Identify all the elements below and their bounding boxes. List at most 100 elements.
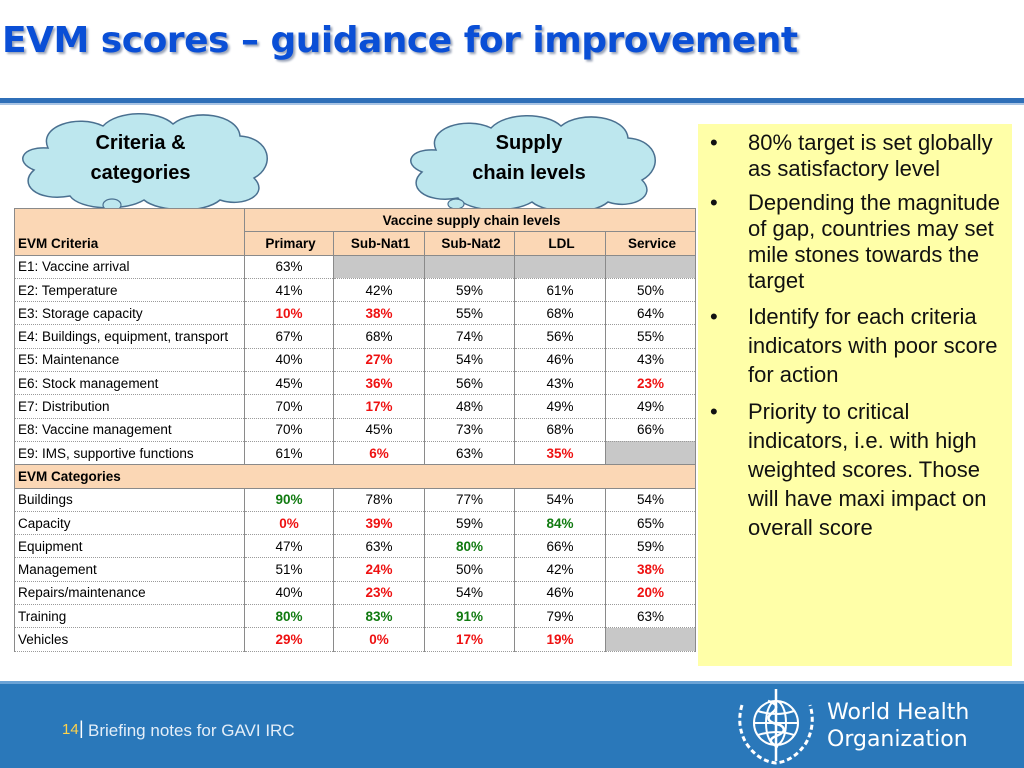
table-row: E4: Buildings, equipment, transport 67% 68… bbox=[14, 324, 696, 349]
slide-title: EVM scores – guidance for improvement bbox=[2, 20, 798, 61]
score-cell bbox=[333, 254, 425, 279]
table-row: Repairs/maintenance 40% 23% 54% 46% 20% bbox=[14, 580, 696, 606]
score-cell: 74% bbox=[424, 324, 515, 349]
score-cell: 84% bbox=[514, 510, 606, 536]
row-label: E7: Distribution bbox=[14, 394, 245, 419]
score-cell: 73% bbox=[424, 417, 515, 442]
row-label: Buildings bbox=[14, 487, 245, 512]
bullet-text: Identify for each criteria indicators wi… bbox=[748, 304, 998, 387]
score-cell: 17% bbox=[333, 394, 425, 419]
score-cell bbox=[605, 440, 696, 466]
score-cell: 54% bbox=[514, 487, 606, 512]
footer-highlight-line bbox=[0, 681, 1024, 684]
bullet-item: • 80% target is set globally as satisfact… bbox=[702, 130, 1004, 182]
score-cell: 61% bbox=[244, 440, 334, 466]
score-cell: 46% bbox=[514, 347, 606, 373]
score-cell: 45% bbox=[333, 417, 425, 442]
bullet-item: • Priority to critical indicators, i.e. w… bbox=[702, 397, 1004, 542]
score-cell: 63% bbox=[424, 440, 515, 466]
bullet-dot-icon: • bbox=[710, 130, 718, 155]
score-cell: 19% bbox=[514, 627, 606, 652]
score-cell: 10% bbox=[244, 301, 334, 326]
table-row: E9: IMS, supportive functions 61% 6% 63% 35% bbox=[14, 440, 696, 466]
score-cell: 20% bbox=[605, 580, 696, 606]
callout-supply-line1: Supply bbox=[495, 132, 563, 154]
score-cell: 0% bbox=[333, 627, 425, 652]
bullet-text: Depending the magnitude of gap, countrie… bbox=[748, 190, 1000, 293]
score-cell: 27% bbox=[333, 347, 425, 373]
score-cell: 68% bbox=[514, 301, 606, 326]
header-blank bbox=[14, 207, 245, 232]
score-cell: 56% bbox=[514, 324, 606, 349]
table-row: E8: Vaccine management 70% 45% 73% 68% 66% bbox=[14, 417, 696, 442]
row-label: E3: Storage capacity bbox=[14, 301, 245, 326]
table-row: E2: Temperature 41% 42% 59% 61% 50% bbox=[14, 277, 696, 303]
score-cell: 77% bbox=[424, 487, 515, 512]
score-cell: 56% bbox=[424, 371, 515, 396]
score-cell: 6% bbox=[333, 440, 425, 466]
score-cell: 63% bbox=[605, 604, 696, 629]
row-label: E8: Vaccine management bbox=[14, 417, 245, 442]
score-cell: 54% bbox=[424, 347, 515, 373]
bullet-dot-icon: • bbox=[710, 399, 718, 424]
bullet-item: • Depending the magnitude of gap, countri… bbox=[702, 190, 1004, 294]
score-cell: 55% bbox=[605, 324, 696, 349]
footer-separator: | bbox=[79, 718, 84, 738]
score-cell: 36% bbox=[333, 371, 425, 396]
score-cell: 70% bbox=[244, 394, 334, 419]
score-cell: 78% bbox=[333, 487, 425, 512]
score-cell: 42% bbox=[514, 557, 606, 582]
score-cell: 63% bbox=[333, 534, 425, 559]
score-cell: 55% bbox=[424, 301, 515, 326]
score-cell: 46% bbox=[514, 580, 606, 606]
score-cell: 68% bbox=[333, 324, 425, 349]
column-header-service: Service bbox=[605, 231, 696, 256]
score-cell bbox=[424, 254, 515, 279]
row-label: Vehicles bbox=[14, 627, 245, 652]
bullet-item: • Identify for each criteria indicators w… bbox=[702, 302, 1004, 389]
bullet-dot-icon: • bbox=[710, 304, 718, 329]
table-row: Management 51% 24% 50% 42% 38% bbox=[14, 557, 696, 582]
row-label: Management bbox=[14, 557, 245, 582]
score-cell: 79% bbox=[514, 604, 606, 629]
row-label: E2: Temperature bbox=[14, 277, 245, 303]
callout-criteria-line1: Criteria & bbox=[95, 132, 186, 154]
score-cell: 0% bbox=[244, 510, 334, 536]
group-header: Vaccine supply chain levels bbox=[244, 207, 696, 233]
score-cell: 40% bbox=[244, 347, 334, 373]
callout-supply-line2: chain levels bbox=[472, 162, 586, 184]
score-cell: 41% bbox=[244, 277, 334, 303]
score-cell: 90% bbox=[244, 487, 334, 512]
title-divider bbox=[0, 98, 1024, 103]
table-row: E7: Distribution 70% 17% 48% 49% 49% bbox=[14, 394, 696, 419]
score-cell: 51% bbox=[244, 557, 334, 582]
category-rows: Buildings 90% 78% 77% 54% 54% Capacity 0% 39% 59%… bbox=[14, 487, 696, 652]
bullet-text: Priority to critical indicators, i.e. wi… bbox=[748, 399, 987, 540]
score-cell: 59% bbox=[424, 277, 515, 303]
score-cell: 83% bbox=[333, 604, 425, 629]
score-cell: 49% bbox=[605, 394, 696, 419]
score-cell: 80% bbox=[244, 604, 334, 629]
row-label: Training bbox=[14, 604, 245, 629]
score-cell: 80% bbox=[424, 534, 515, 559]
bullet-text: 80% target is set globally as satisfacto… bbox=[748, 130, 993, 181]
who-wordmark: World Health Organization bbox=[827, 699, 969, 753]
callout-criteria-line2: categories bbox=[90, 162, 191, 184]
column-header-sub-nat2: Sub-Nat2 bbox=[424, 231, 515, 256]
score-cell: 67% bbox=[244, 324, 334, 349]
score-cell: 61% bbox=[514, 277, 606, 303]
table-row: Buildings 90% 78% 77% 54% 54% bbox=[14, 487, 696, 512]
table-row: E5: Maintenance 40% 27% 54% 46% 43% bbox=[14, 347, 696, 373]
score-cell: 54% bbox=[424, 580, 515, 606]
title-divider-light bbox=[0, 103, 1024, 105]
score-cell: 39% bbox=[333, 510, 425, 536]
who-wordmark-line2: Organization bbox=[827, 727, 968, 752]
row-label: E6: Stock management bbox=[14, 371, 245, 396]
callout-supply-chain: Supply chain levels bbox=[396, 110, 662, 222]
score-cell: 65% bbox=[605, 510, 696, 536]
table-row: Capacity 0% 39% 59% 84% 65% bbox=[14, 510, 696, 536]
who-emblem-icon bbox=[738, 689, 814, 765]
score-cell: 23% bbox=[333, 580, 425, 606]
criteria-header: EVM Criteria bbox=[14, 231, 245, 256]
callout-criteria: Criteria & categories bbox=[8, 108, 273, 220]
